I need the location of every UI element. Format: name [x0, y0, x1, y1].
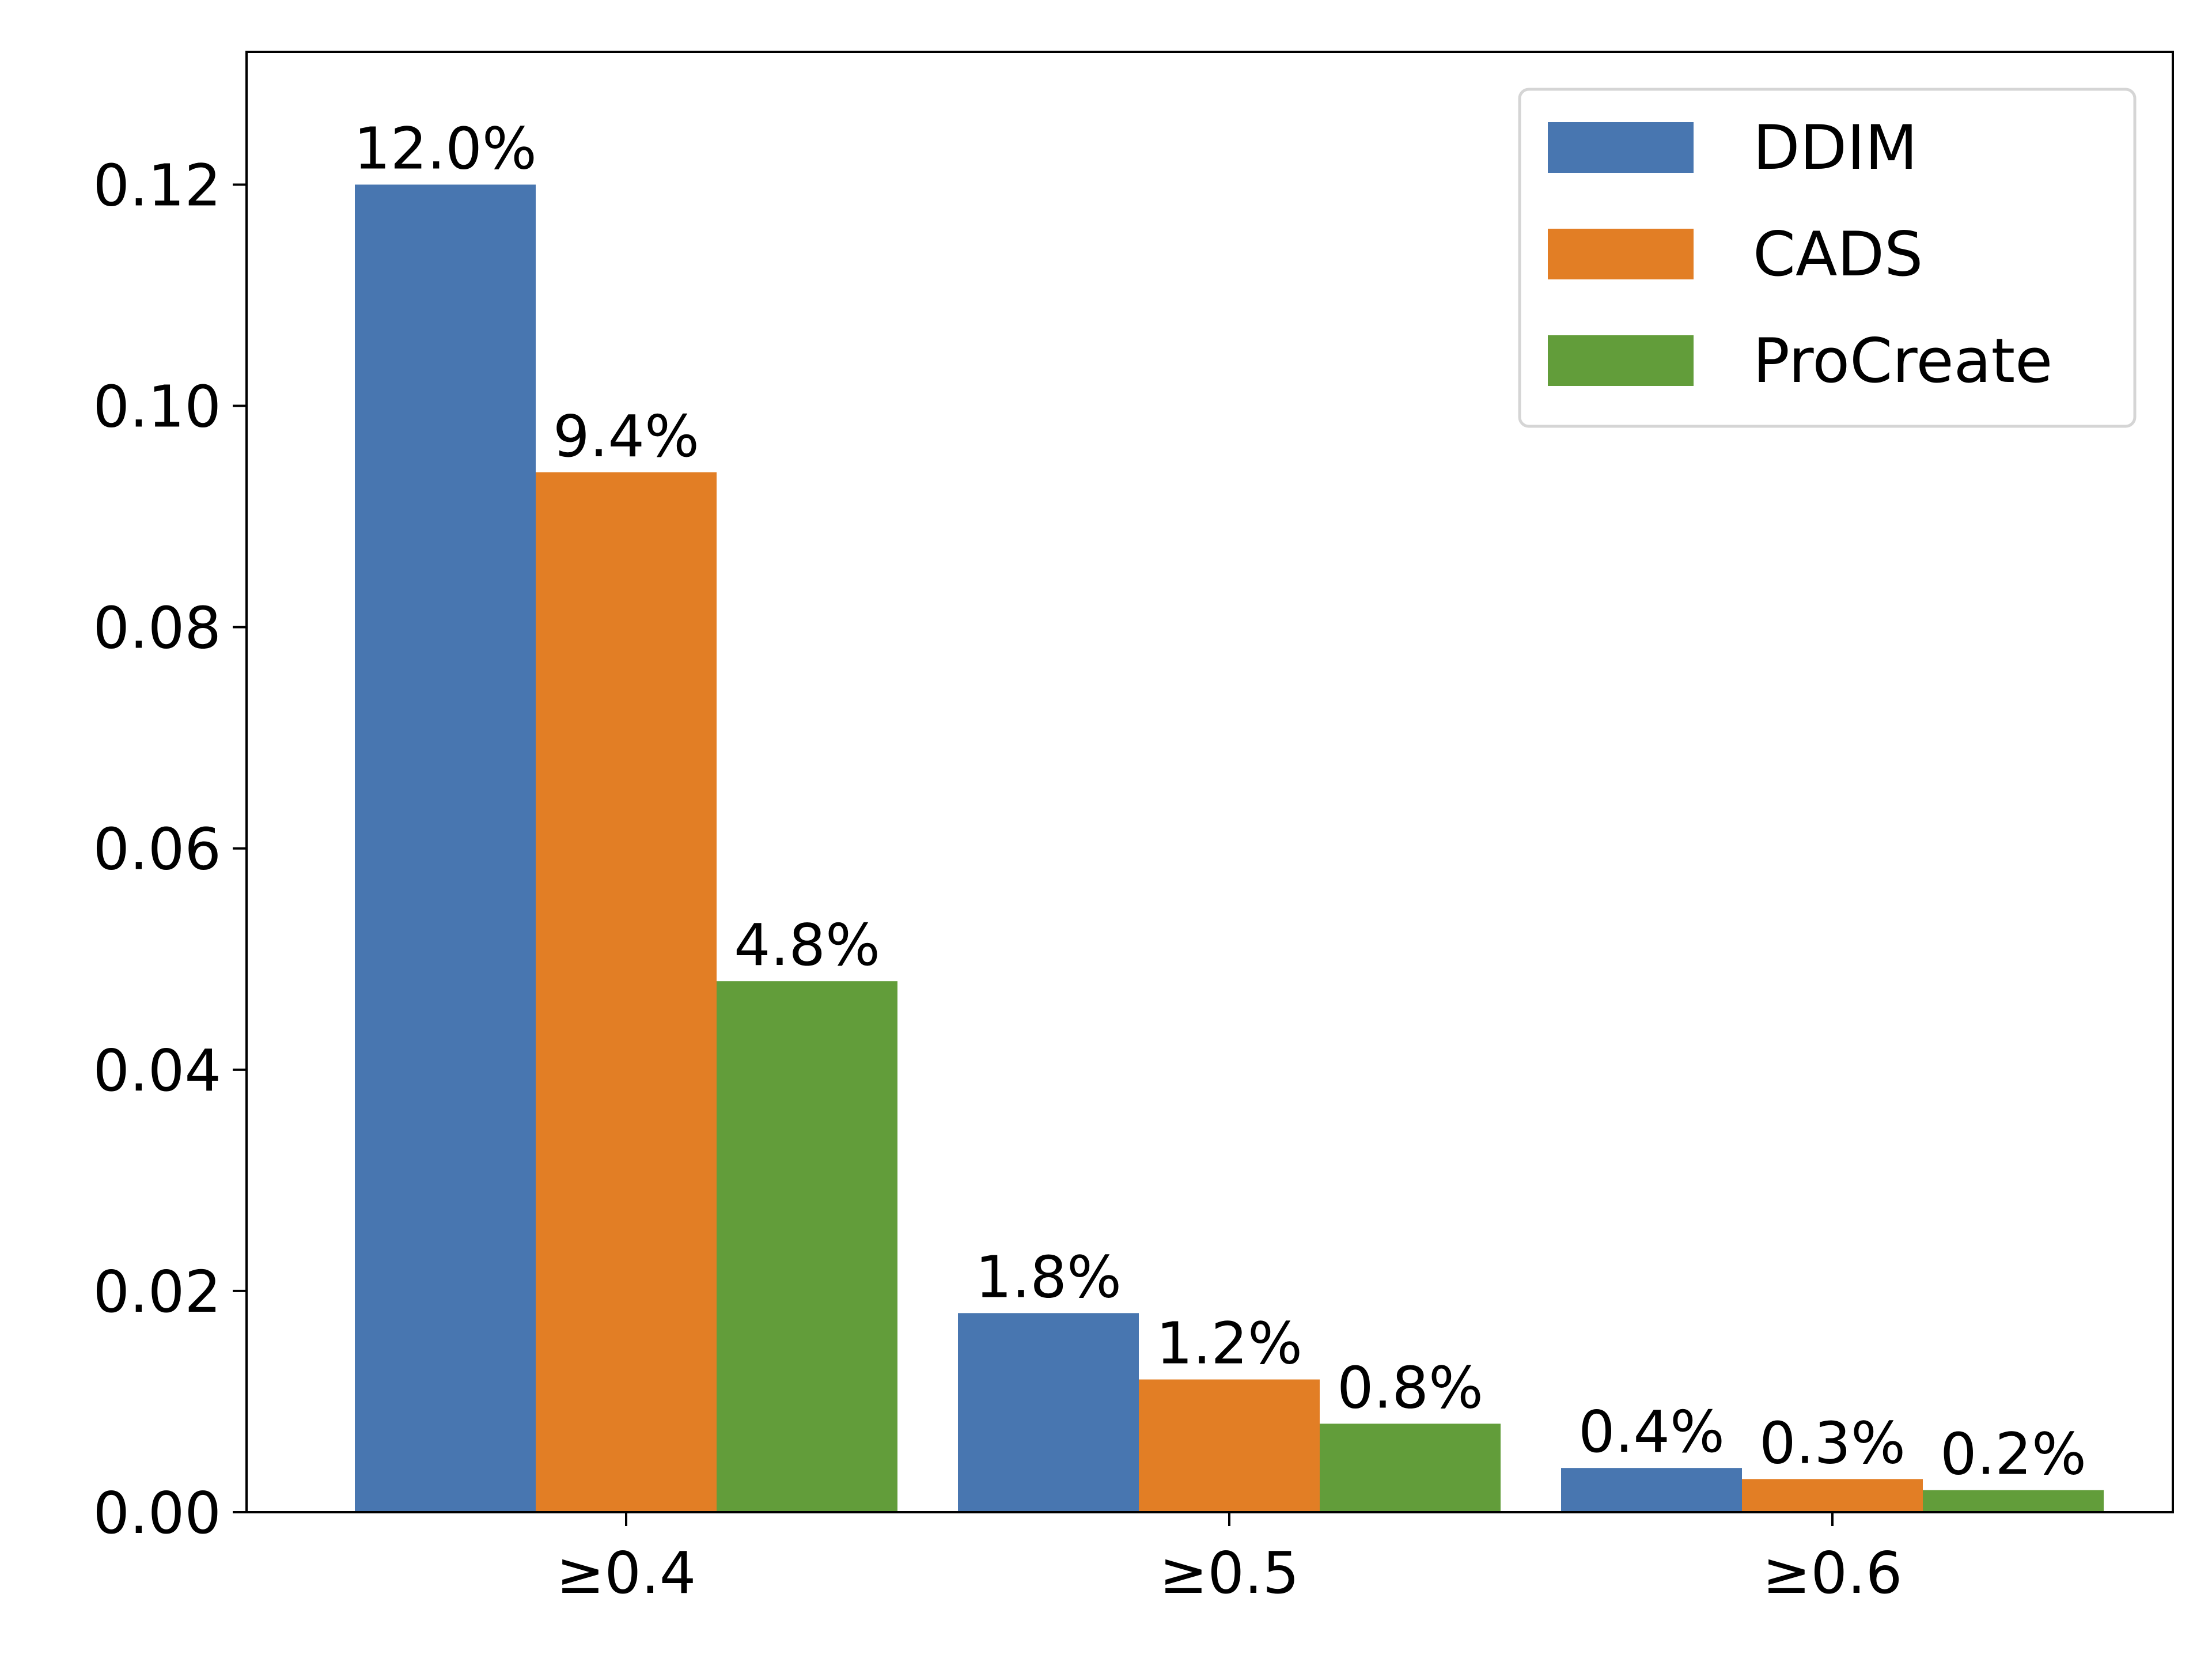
- legend-swatch-cads: [1548, 229, 1694, 279]
- y-tick-label: 0.10: [93, 373, 221, 441]
- value-label-ddim-0: 12.0%: [354, 115, 537, 182]
- y-tick-label: 0.08: [93, 595, 221, 662]
- legend-label-ddim: DDIM: [1753, 112, 1918, 183]
- bar-ddim-0: [355, 184, 536, 1512]
- value-label-procreate-2: 0.2%: [1940, 1421, 2086, 1488]
- y-tick-label: 0.12: [93, 152, 221, 219]
- bar-procreate-0: [717, 981, 897, 1512]
- value-label-cads-0: 9.4%: [553, 403, 699, 470]
- legend-swatch-procreate: [1548, 335, 1694, 386]
- bar-cads-2: [1742, 1479, 1923, 1512]
- value-label-ddim-1: 1.8%: [975, 1243, 1122, 1311]
- y-tick-label: 0.02: [93, 1258, 221, 1326]
- x-tick-label: ≥0.5: [1160, 1539, 1300, 1607]
- value-label-procreate-0: 4.8%: [734, 911, 880, 979]
- y-tick-label: 0.06: [93, 816, 221, 883]
- value-label-ddim-2: 0.4%: [1578, 1398, 1725, 1466]
- bar-value-labels: 12.0% 1.8% 0.4% 9.4% 1.2% 0.3% 4.8% 0.8% 0.2%: [354, 115, 2086, 1487]
- bar-ddim-1: [958, 1313, 1139, 1512]
- bar-cads-0: [536, 472, 717, 1512]
- y-tick-label: 0.00: [93, 1479, 221, 1547]
- axes-frame: [245, 51, 2174, 1513]
- x-axis: ≥0.4 ≥0.5 ≥0.6: [556, 1512, 1903, 1607]
- bars-layer: [355, 184, 2104, 1512]
- value-label-cads-2: 0.3%: [1759, 1409, 1906, 1477]
- bar-ddim-2: [1561, 1468, 1742, 1512]
- x-tick-label: ≥0.4: [556, 1539, 696, 1607]
- value-label-cads-1: 1.2%: [1156, 1310, 1302, 1377]
- plot-frame: [245, 51, 2174, 1513]
- bar-procreate-1: [1320, 1424, 1501, 1512]
- y-tick-label: 0.04: [93, 1037, 221, 1104]
- legend: DDIM CADS ProCreate: [1518, 88, 2137, 428]
- x-tick-label: ≥0.6: [1763, 1539, 1903, 1607]
- legend-label-procreate: ProCreate: [1753, 325, 2052, 396]
- legend-label-cads: CADS: [1753, 219, 1923, 290]
- value-label-procreate-1: 0.8%: [1337, 1354, 1483, 1421]
- bar-cads-1: [1139, 1379, 1320, 1512]
- y-axis: 0.00 0.02 0.04 0.06 0.08 0.10 0.12: [93, 152, 247, 1547]
- legend-swatch-ddim: [1548, 122, 1694, 173]
- bar-procreate-2: [1923, 1490, 2104, 1512]
